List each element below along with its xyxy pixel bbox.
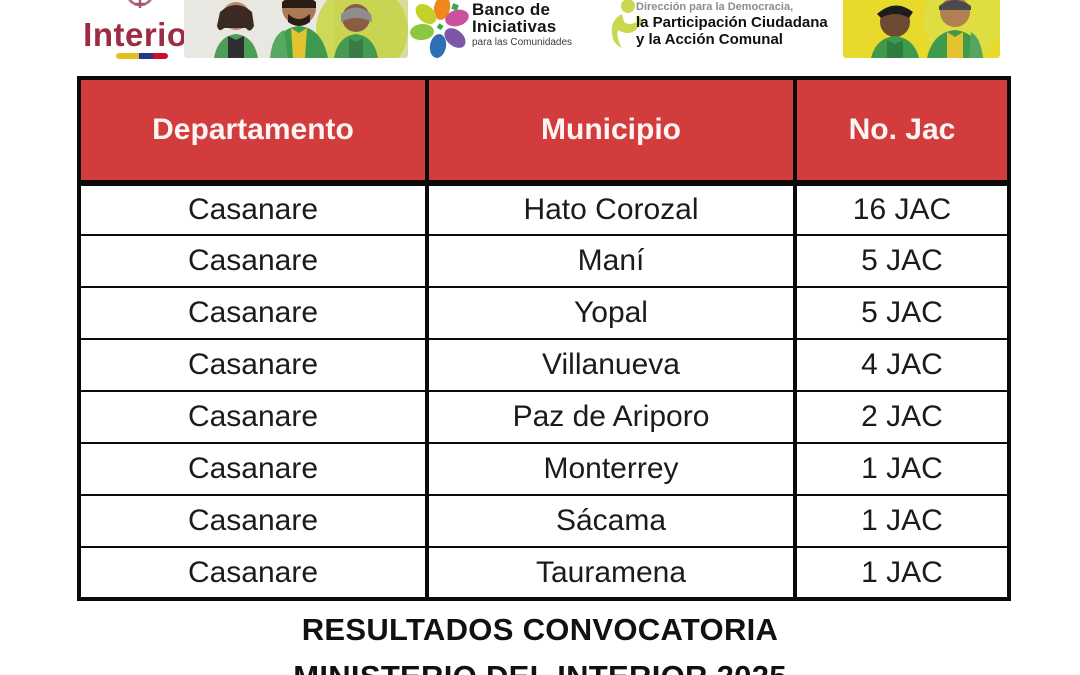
cell-departamento: Casanare xyxy=(77,390,429,444)
interior-logo-text: Interior xyxy=(83,16,201,53)
cell-departamento: Casanare xyxy=(77,338,429,392)
cell-municipio: Yopal xyxy=(425,286,797,340)
banco-line2: Iniciativas xyxy=(472,17,557,36)
table-row: Casanare Monterrey 1 JAC xyxy=(77,442,1011,496)
cell-departamento: Casanare xyxy=(77,546,429,601)
interior-crest-icon xyxy=(122,0,158,22)
colombia-flag-icon xyxy=(116,53,168,59)
table-row: Casanare Yopal 5 JAC xyxy=(77,286,1011,340)
table-row: Casanare Paz de Ariporo 2 JAC xyxy=(77,390,1011,444)
cell-departamento: Casanare xyxy=(77,494,429,548)
direccion-democracia-text: Dirección para la Democracia, la Partici… xyxy=(636,1,828,48)
table-row: Casanare Sácama 1 JAC xyxy=(77,494,1011,548)
cell-departamento: Casanare xyxy=(77,286,429,340)
banco-iniciativas-logo: Banco de Iniciativas para las Comunidade… xyxy=(408,0,588,60)
banco-line3: para las Comunidades xyxy=(472,37,573,48)
cell-municipio: Maní xyxy=(425,234,797,288)
column-header-no-jac: No. Jac xyxy=(793,76,1011,186)
cell-municipio: Paz de Ariporo xyxy=(425,390,797,444)
silhouette-figure-icon xyxy=(592,0,658,60)
column-header-municipio: Municipio xyxy=(425,76,797,186)
direccion-democracia-block: Dirección para la Democracia, la Partici… xyxy=(592,0,842,60)
cell-no-jac: 5 JAC xyxy=(793,286,1011,340)
cell-municipio: Tauramena xyxy=(425,546,797,601)
table-row: Casanare Hato Corozal 16 JAC xyxy=(77,182,1011,236)
direccion-line3: y la Acción Comunal xyxy=(636,30,783,48)
community-photo-left xyxy=(184,0,408,58)
banco-line1: Banco de xyxy=(472,0,551,19)
banco-iniciativas-flower-icon xyxy=(408,0,470,58)
footer-ministerio-title: MINISTERIO DEL INTERIOR 2025 xyxy=(0,659,1080,675)
cell-departamento: Casanare xyxy=(77,442,429,496)
cell-no-jac: 5 JAC xyxy=(793,234,1011,288)
cell-municipio: Hato Corozal xyxy=(425,182,797,236)
table-header-row: Departamento Municipio No. Jac xyxy=(77,76,1011,186)
cell-municipio: Monterrey xyxy=(425,442,797,496)
cell-no-jac: 1 JAC xyxy=(793,494,1011,548)
ministerio-interior-logo: Interior xyxy=(72,0,212,60)
table-body: Casanare Hato Corozal 16 JAC Casanare Ma… xyxy=(77,182,1011,601)
cell-no-jac: 1 JAC xyxy=(793,546,1011,601)
table-row: Casanare Maní 5 JAC xyxy=(77,234,1011,288)
cell-departamento: Casanare xyxy=(77,234,429,288)
cell-departamento: Casanare xyxy=(77,182,429,236)
cell-no-jac: 1 JAC xyxy=(793,442,1011,496)
cell-municipio: Sácama xyxy=(425,494,797,548)
banco-iniciativas-text: Banco de Iniciativas para las Comunidade… xyxy=(472,1,572,48)
table-row: Casanare Villanueva 4 JAC xyxy=(77,338,1011,392)
footer-results-title: RESULTADOS CONVOCATORIA xyxy=(301,612,779,647)
community-photo-right xyxy=(843,0,1000,58)
footer: RESULTADOS CONVOCATORIA MINISTERIO DEL I… xyxy=(0,612,1080,675)
header-band: Interior xyxy=(0,0,1080,62)
direccion-line1: Dirección para la Democracia, xyxy=(636,1,794,13)
table-row: Casanare Tauramena 1 JAC xyxy=(77,546,1011,601)
column-header-departamento: Departamento xyxy=(77,76,429,186)
cell-no-jac: 16 JAC xyxy=(793,182,1011,236)
cell-no-jac: 2 JAC xyxy=(793,390,1011,444)
direccion-line2: la Participación Ciudadana xyxy=(636,13,828,31)
cell-no-jac: 4 JAC xyxy=(793,338,1011,392)
cell-municipio: Villanueva xyxy=(425,338,797,392)
results-table: Departamento Municipio No. Jac Casanare … xyxy=(77,76,1011,601)
